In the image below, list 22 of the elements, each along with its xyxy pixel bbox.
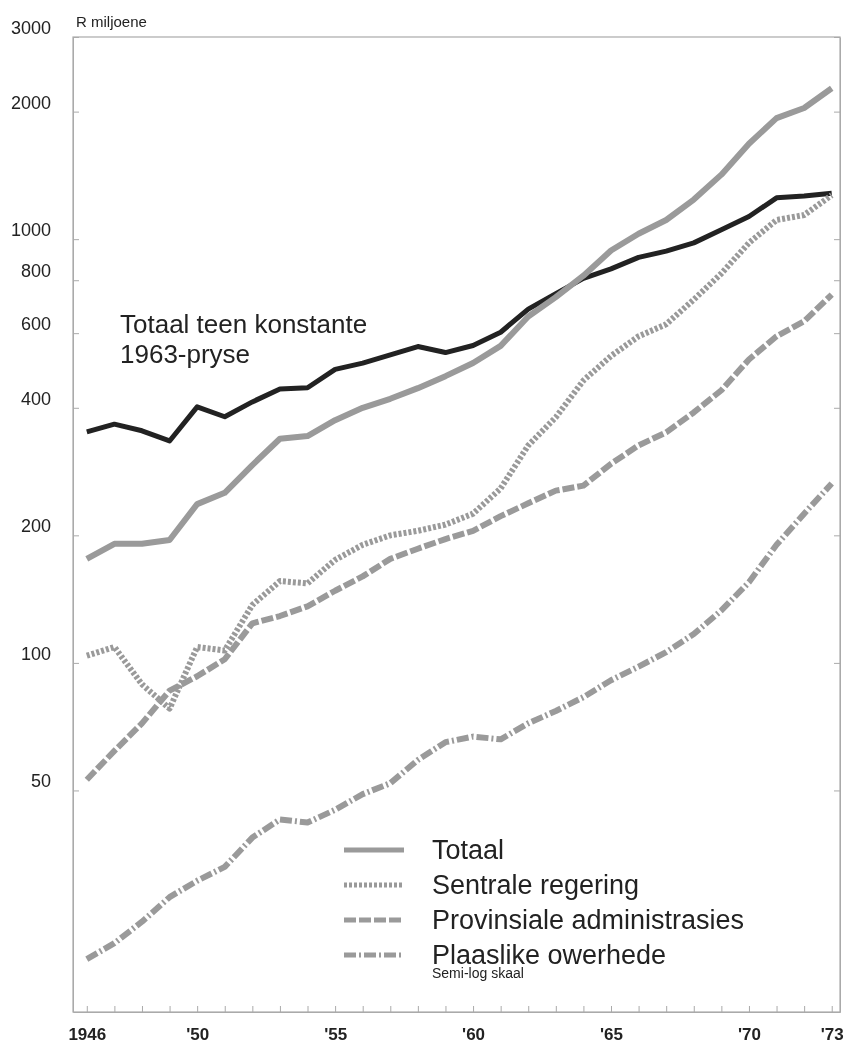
annotation: Semi-log skaal (432, 965, 524, 981)
x-tick-label: '70 (737, 1025, 761, 1045)
y-tick-label: 600 (20, 314, 51, 335)
y-tick-label: 1000 (10, 220, 51, 241)
series-label: Totaal teen konstante 1963-pryse (120, 309, 368, 369)
x-tick-label: '60 (462, 1025, 486, 1045)
y-tick-label: 3000 (10, 17, 51, 38)
x-tick-label: 1946 (68, 1025, 107, 1045)
x-tick-label: '50 (186, 1025, 210, 1045)
legend-label: Provinsiale administrasies (432, 905, 745, 935)
x-tick-label: '55 (324, 1025, 348, 1045)
y-axis-title: R miljoene (76, 13, 147, 30)
legend-label: Sentrale regering (432, 870, 640, 900)
y-tick-label: 800 (20, 261, 51, 282)
x-tick-label: '73 (820, 1025, 844, 1045)
y-tick-label: 100 (20, 643, 51, 664)
y-tick-label: 200 (20, 516, 51, 537)
legend-label: Totaal (432, 835, 505, 865)
x-tick-label: '65 (600, 1025, 623, 1045)
y-tick-label: 400 (20, 388, 51, 409)
y-tick-label: 50 (30, 771, 51, 792)
y-tick-label: 2000 (10, 92, 51, 113)
